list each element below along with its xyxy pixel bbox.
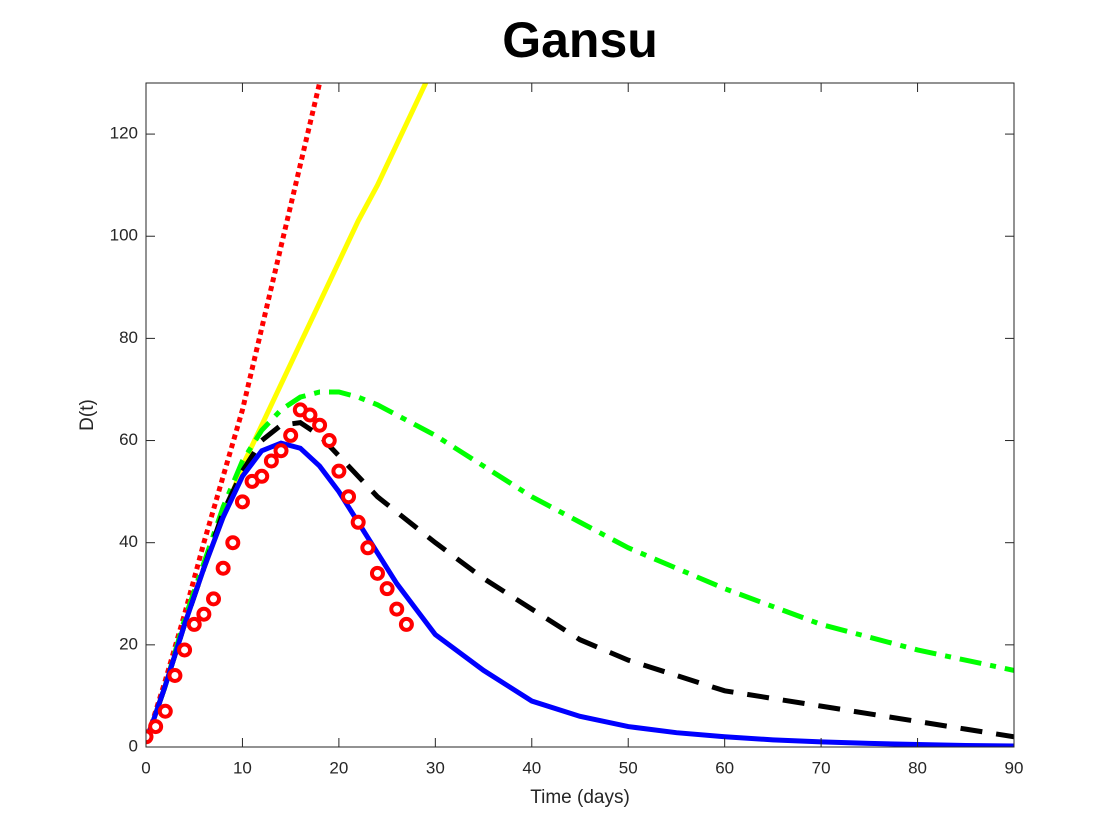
data-point xyxy=(350,514,366,530)
x-tick-label: 10 xyxy=(233,758,252,777)
y-tick-label: 80 xyxy=(119,328,138,347)
data-point xyxy=(379,581,395,597)
data-point xyxy=(302,407,318,423)
x-tick-label: 40 xyxy=(522,758,541,777)
x-tick-label: 60 xyxy=(715,758,734,777)
data-point xyxy=(283,427,299,443)
data-point xyxy=(157,703,173,719)
data-point xyxy=(215,560,231,576)
y-tick-label: 100 xyxy=(110,226,138,245)
x-tick-label: 0 xyxy=(141,758,150,777)
data-point xyxy=(206,591,222,607)
data-point xyxy=(167,667,183,683)
data-point xyxy=(331,463,347,479)
x-tick-label: 20 xyxy=(329,758,348,777)
plot-marks xyxy=(146,83,1014,747)
data-point xyxy=(186,616,202,632)
x-tick-label: 90 xyxy=(1005,758,1024,777)
plot-area xyxy=(146,83,1014,747)
data-point xyxy=(273,443,289,459)
data-point xyxy=(148,719,164,735)
x-tick-label: 50 xyxy=(619,758,638,777)
data-point xyxy=(341,489,357,505)
data-point xyxy=(312,417,328,433)
data-point xyxy=(254,468,270,484)
x-axis-label: Time (days) xyxy=(530,787,630,808)
series-line xyxy=(146,440,1014,747)
chart-title: Gansu xyxy=(502,12,658,68)
data-point xyxy=(263,453,279,469)
data-point xyxy=(225,535,241,551)
x-tick-label: 70 xyxy=(812,758,831,777)
y-tick-label: 120 xyxy=(110,124,138,143)
data-point xyxy=(177,642,193,658)
data-point xyxy=(360,540,376,556)
series-line xyxy=(146,389,1014,743)
data-point xyxy=(389,601,405,617)
y-axis-label: D(t) xyxy=(77,399,98,431)
data-point xyxy=(321,433,337,449)
data-point xyxy=(234,494,250,510)
y-tick-label: 60 xyxy=(119,430,138,449)
data-point xyxy=(196,606,212,622)
y-tick-label: 0 xyxy=(129,736,138,755)
axes-box xyxy=(145,82,1015,748)
data-point xyxy=(398,616,414,632)
data-point xyxy=(146,729,154,745)
x-tick-label: 80 xyxy=(908,758,927,777)
data-point xyxy=(369,565,385,581)
y-tick-label: 40 xyxy=(119,532,138,551)
y-tick-label: 20 xyxy=(119,634,138,653)
x-tick-label: 30 xyxy=(426,758,445,777)
